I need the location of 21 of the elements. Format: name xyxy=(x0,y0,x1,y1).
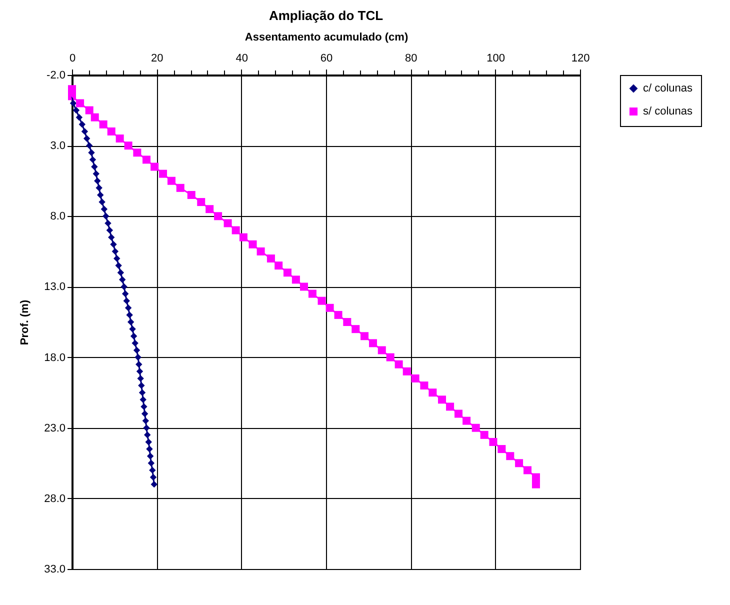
y-tick-label: 8.0 xyxy=(50,210,66,223)
y-tick-label: 23.0 xyxy=(44,422,66,434)
y-axis-title: Prof. (m) xyxy=(19,300,32,346)
x-tick-label: 120 xyxy=(571,52,590,64)
x-tick-label: 40 xyxy=(236,52,248,64)
y-tick-label: 3.0 xyxy=(50,140,66,152)
x-tick-label: 80 xyxy=(405,52,418,64)
chart-title: Ampliação do TCL xyxy=(268,8,384,23)
y-tick-label: 13.0 xyxy=(44,281,66,294)
x-tick-label: 60 xyxy=(320,52,333,64)
legend-label: c/ colunas xyxy=(643,82,694,94)
y-tick-label: -2.0 xyxy=(46,70,66,82)
y-tick-label: 28.0 xyxy=(44,492,66,505)
x-tick-label: 0 xyxy=(69,52,76,64)
y-tick-label: 18.0 xyxy=(44,352,66,364)
point xyxy=(532,480,540,488)
x-tick-label: 20 xyxy=(151,52,164,64)
legend-label: s/ colunas xyxy=(643,106,694,118)
x-tick-label: 100 xyxy=(486,52,506,64)
y-tick-label: 33.0 xyxy=(44,564,66,576)
x-axis-title: Assentamento acumulado (cm) xyxy=(244,32,408,44)
